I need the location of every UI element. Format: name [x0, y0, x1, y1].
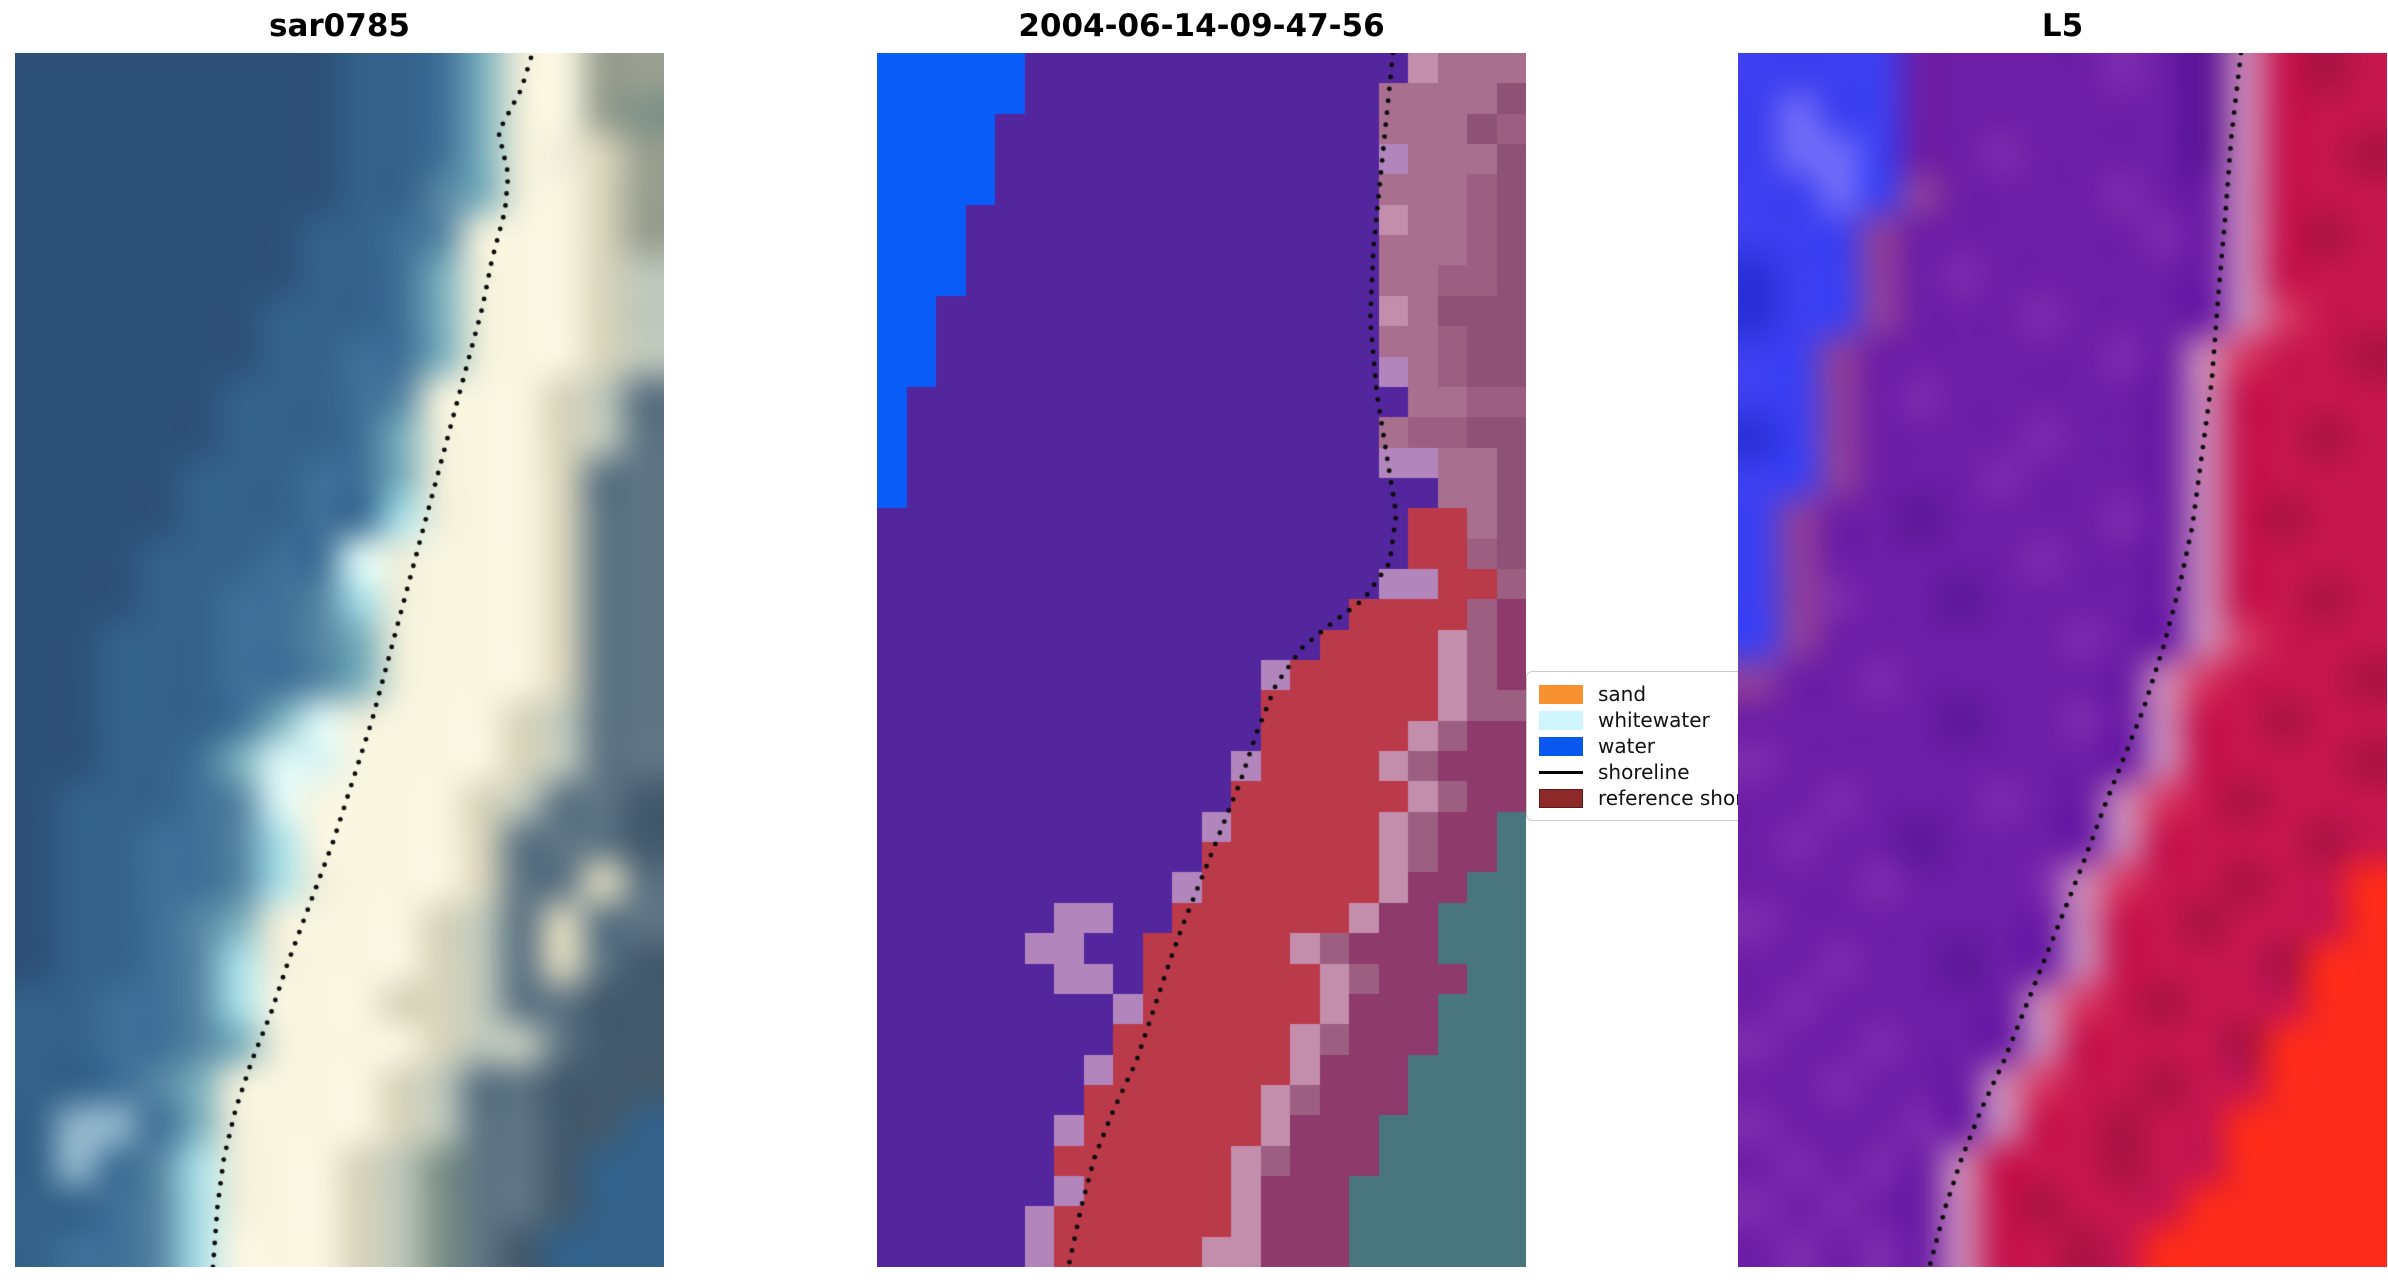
- panel-title-l5: L5: [2041, 8, 2084, 44]
- classified-image: [877, 53, 1526, 1267]
- panel-l5: [1738, 53, 2387, 1267]
- water-swatch: [1539, 736, 1583, 756]
- panel-title-classified: 2004-06-14-09-47-56: [1018, 8, 1385, 44]
- legend-label: whitewater: [1598, 708, 1710, 732]
- legend-entry: shoreline: [1539, 759, 1781, 785]
- sand-swatch: [1539, 684, 1583, 704]
- legend-entry: whitewater: [1539, 707, 1781, 733]
- sar-image: [15, 53, 664, 1267]
- legend-label: water: [1598, 734, 1655, 758]
- panel-classified: [877, 53, 1526, 1267]
- legend-label: shoreline: [1598, 760, 1690, 784]
- reference-shoreline-swatch: [1539, 788, 1583, 808]
- l5-image: [1738, 53, 2387, 1267]
- panel-title-sar: sar0785: [269, 8, 410, 44]
- legend-entry: water: [1539, 733, 1781, 759]
- shoreline-swatch: [1539, 770, 1583, 774]
- panel-sar: [15, 53, 664, 1267]
- legend-entry: sand: [1539, 681, 1781, 707]
- whitewater-swatch: [1539, 710, 1583, 730]
- legend-label: sand: [1598, 682, 1647, 706]
